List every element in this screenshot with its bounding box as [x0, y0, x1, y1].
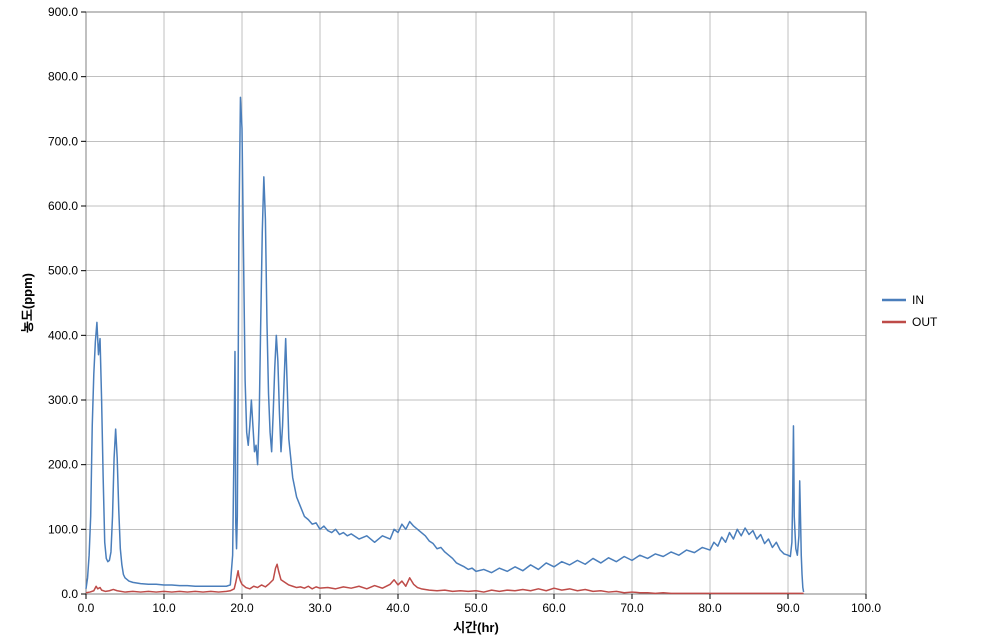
xtick-label: 100.0 — [851, 601, 881, 615]
xtick-label: 80.0 — [698, 601, 722, 615]
ytick-label: 600.0 — [48, 199, 78, 213]
chart-container: 0.0 100.0 200.0 300.0 400.0 500.0 600.0 700.0 80… — [0, 0, 982, 642]
xtick-label: 70.0 — [620, 601, 644, 615]
ytick-label: 0.0 — [61, 587, 78, 601]
ytick-label: 700.0 — [48, 134, 78, 148]
ytick-label: 200.0 — [48, 458, 78, 472]
ytick-label: 500.0 — [48, 264, 78, 278]
y-axis-label: 농도(ppm) — [20, 273, 35, 333]
ytick-label: 300.0 — [48, 393, 78, 407]
legend-label-out: OUT — [912, 315, 938, 329]
ytick-label: 100.0 — [48, 522, 78, 536]
line-chart: 0.0 100.0 200.0 300.0 400.0 500.0 600.0 700.0 80… — [0, 0, 982, 642]
xtick-label: 10.0 — [152, 601, 176, 615]
ytick-label: 400.0 — [48, 328, 78, 342]
xtick-label: 30.0 — [308, 601, 332, 615]
xtick-label: 60.0 — [542, 601, 566, 615]
xtick-label: 90.0 — [776, 601, 800, 615]
xtick-label: 40.0 — [386, 601, 410, 615]
xtick-label: 20.0 — [230, 601, 254, 615]
ytick-label: 800.0 — [48, 70, 78, 84]
xtick-label: 0.0 — [78, 601, 95, 615]
legend-label-in: IN — [912, 293, 924, 307]
ytick-label: 900.0 — [48, 5, 78, 19]
x-axis-label: 시간(hr) — [453, 620, 499, 635]
xtick-label: 50.0 — [464, 601, 488, 615]
